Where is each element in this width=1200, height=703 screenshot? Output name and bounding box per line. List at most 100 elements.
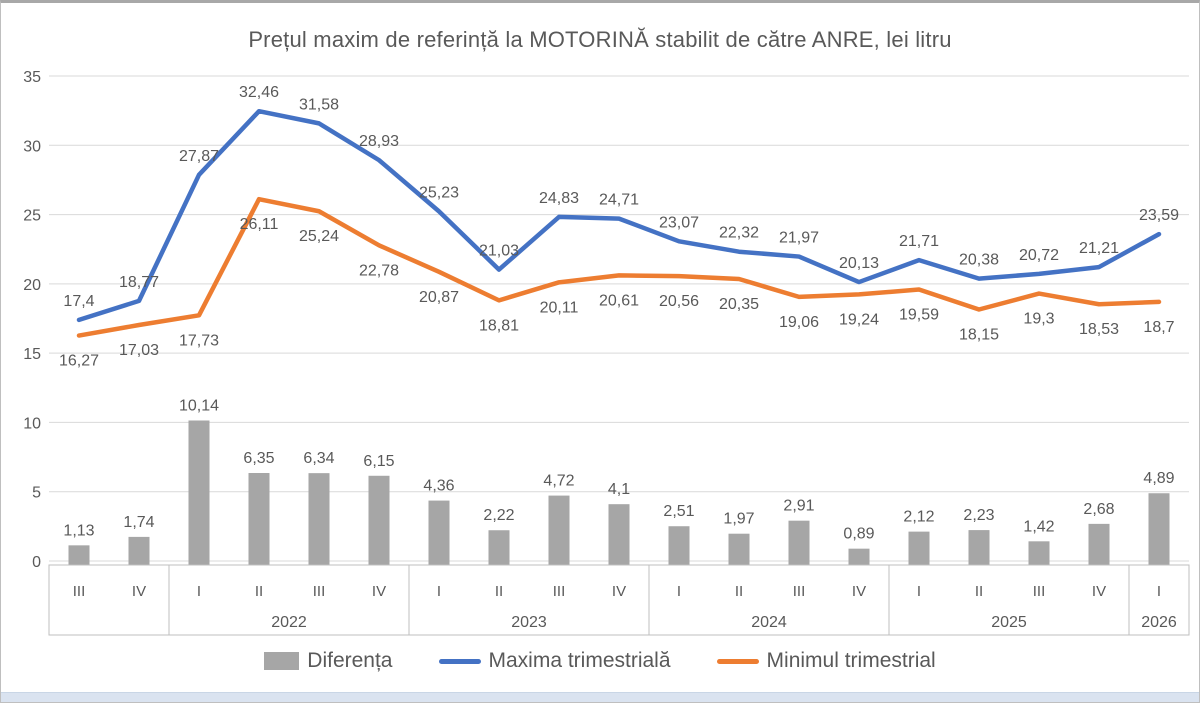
quarter-tick-label: II: [255, 583, 263, 600]
bar-value-label: 1,42: [1023, 518, 1054, 535]
bar-value-label: 1,74: [123, 514, 154, 531]
maxima-value-label: 20,13: [839, 255, 879, 272]
bar-value-label: 6,34: [303, 450, 334, 467]
minimul-value-label: 20,11: [540, 299, 579, 316]
bar-value-label: 2,12: [903, 509, 934, 526]
quarter-tick-label: I: [917, 583, 921, 600]
bar-value-label: 2,51: [663, 503, 694, 520]
quarter-tick-label: III: [313, 583, 326, 600]
maxima-value-label: 20,38: [959, 252, 999, 269]
legend-label: Diferența: [307, 649, 393, 672]
labels-maxima: 17,4 18,77 27,87 32,46 31,58 28,93 25,23 21,03 2…: [63, 84, 1179, 310]
bar-diferenta: [548, 495, 570, 565]
bar-diferenta: [308, 473, 330, 565]
maxima-value-label: 21,71: [899, 233, 939, 250]
y-tick-label: 0: [32, 554, 41, 571]
quarter-tick-label: I: [677, 583, 681, 600]
bar-diferenta: [1088, 523, 1110, 565]
gridlines: [49, 75, 1189, 562]
bar-diferenta: [608, 504, 630, 565]
line-swatch-icon-maxima: [438, 658, 481, 664]
maxima-value-label: 22,32: [719, 225, 759, 242]
line-minimul-path: [76, 196, 1162, 338]
quarter-tick-label: III: [73, 583, 86, 600]
quarter-tick-label: IV: [132, 583, 146, 600]
minimul-value-label: 18,81: [479, 317, 519, 334]
maxima-value-label: 28,93: [359, 133, 399, 150]
minimul-value-label: 26,11: [240, 216, 279, 233]
bottom-strip: [1, 692, 1199, 702]
bar-labels: 1,13 1,74 10,14 6,35 6,34 6,15 4,36 2,22 4,72 4,1…: [63, 397, 1174, 542]
bar-value-label: 2,23: [963, 507, 994, 524]
line-maxima-path: [76, 108, 1162, 323]
bar-value-label: 10,14: [179, 397, 219, 414]
minimul-value-label: 22,78: [359, 262, 399, 279]
maxima-value-label: 25,23: [419, 184, 459, 201]
bar-value-label: 1,97: [723, 511, 754, 528]
quarter-tick-label: IV: [372, 583, 386, 600]
quarter-tick-label: I: [437, 583, 441, 600]
x-axis-band: III IV I II III IV I II III IV I II III IV I II III IV I20…: [48, 564, 1190, 636]
quarter-tick-label: III: [1033, 583, 1046, 600]
maxima-value-label: 23,07: [659, 214, 699, 231]
year-group-label: 2026: [1141, 614, 1177, 631]
bar-value-label: 6,35: [243, 450, 274, 467]
year-group-label: 2023: [511, 614, 547, 631]
legend: Diferența Maxima trimestrială Minimul tr…: [1, 649, 1199, 673]
year-group-label: 2025: [991, 614, 1027, 631]
bar-diferenta: [428, 500, 450, 565]
maxima-value-label: 23,59: [1139, 207, 1179, 224]
y-tick-label: 20: [23, 277, 41, 294]
y-tick-label: 5: [32, 485, 41, 502]
minimul-value-label: 16,27: [59, 353, 99, 370]
minimul-value-label: 19,24: [839, 311, 879, 328]
legend-item-diferenta: Diferența: [264, 649, 393, 673]
y-tick-label: 10: [23, 415, 41, 432]
maxima-value-label: 32,46: [239, 84, 279, 101]
maxima-value-label: 17,4: [63, 293, 94, 310]
y-tick-label: 25: [23, 208, 41, 225]
maxima-value-label: 24,71: [599, 192, 639, 209]
year-group-label: 2022: [271, 614, 307, 631]
bar-diferenta: [188, 420, 210, 565]
line-minimul: [76, 196, 1162, 338]
bar-diferenta: [248, 473, 270, 565]
maxima-value-label: 18,77: [119, 274, 159, 291]
quarter-tick-label: I: [197, 583, 201, 600]
bar-value-label: 2,22: [483, 507, 514, 524]
minimul-value-label: 18,15: [959, 326, 999, 343]
maxima-value-label: 24,83: [539, 190, 579, 207]
bar-diferenta: [488, 530, 510, 565]
quarter-tick-label: IV: [612, 583, 626, 600]
y-tick-label: 30: [23, 138, 41, 155]
minimul-value-label: 20,56: [659, 293, 699, 310]
maxima-value-label: 31,58: [299, 96, 339, 113]
minimul-value-label: 19,3: [1023, 311, 1054, 328]
bar-value-label: 4,89: [1143, 470, 1174, 487]
minimul-value-label: 19,06: [779, 314, 819, 331]
quarter-tick-label: IV: [852, 583, 866, 600]
maxima-value-label: 21,03: [479, 243, 519, 260]
bar-diferenta: [848, 548, 870, 565]
legend-item-minimul: Minimul trimestrial: [716, 649, 936, 673]
bar-diferenta: [968, 530, 990, 565]
y-tick-label: 35: [23, 69, 41, 86]
quarter-tick-label: I: [1157, 583, 1161, 600]
bar-diferenta: [788, 520, 810, 565]
bar-diferenta: [1148, 493, 1170, 565]
maxima-value-label: 21,97: [779, 230, 819, 247]
legend-item-maxima: Maxima trimestrială: [438, 649, 671, 673]
bar-diferenta: [128, 536, 150, 565]
quarter-tick-label: IV: [1092, 583, 1106, 600]
maxima-value-label: 20,72: [1019, 247, 1059, 264]
bar-value-label: 0,89: [843, 526, 874, 543]
bar-diferenta: [368, 475, 390, 565]
quarter-tick-label: III: [793, 583, 806, 600]
bar-value-label: 4,36: [423, 478, 454, 495]
bar-diferenta: [68, 545, 90, 565]
bar-value-label: 4,72: [543, 473, 574, 490]
bar-value-label: 2,91: [783, 498, 814, 515]
minimul-value-label: 18,7: [1143, 319, 1174, 336]
